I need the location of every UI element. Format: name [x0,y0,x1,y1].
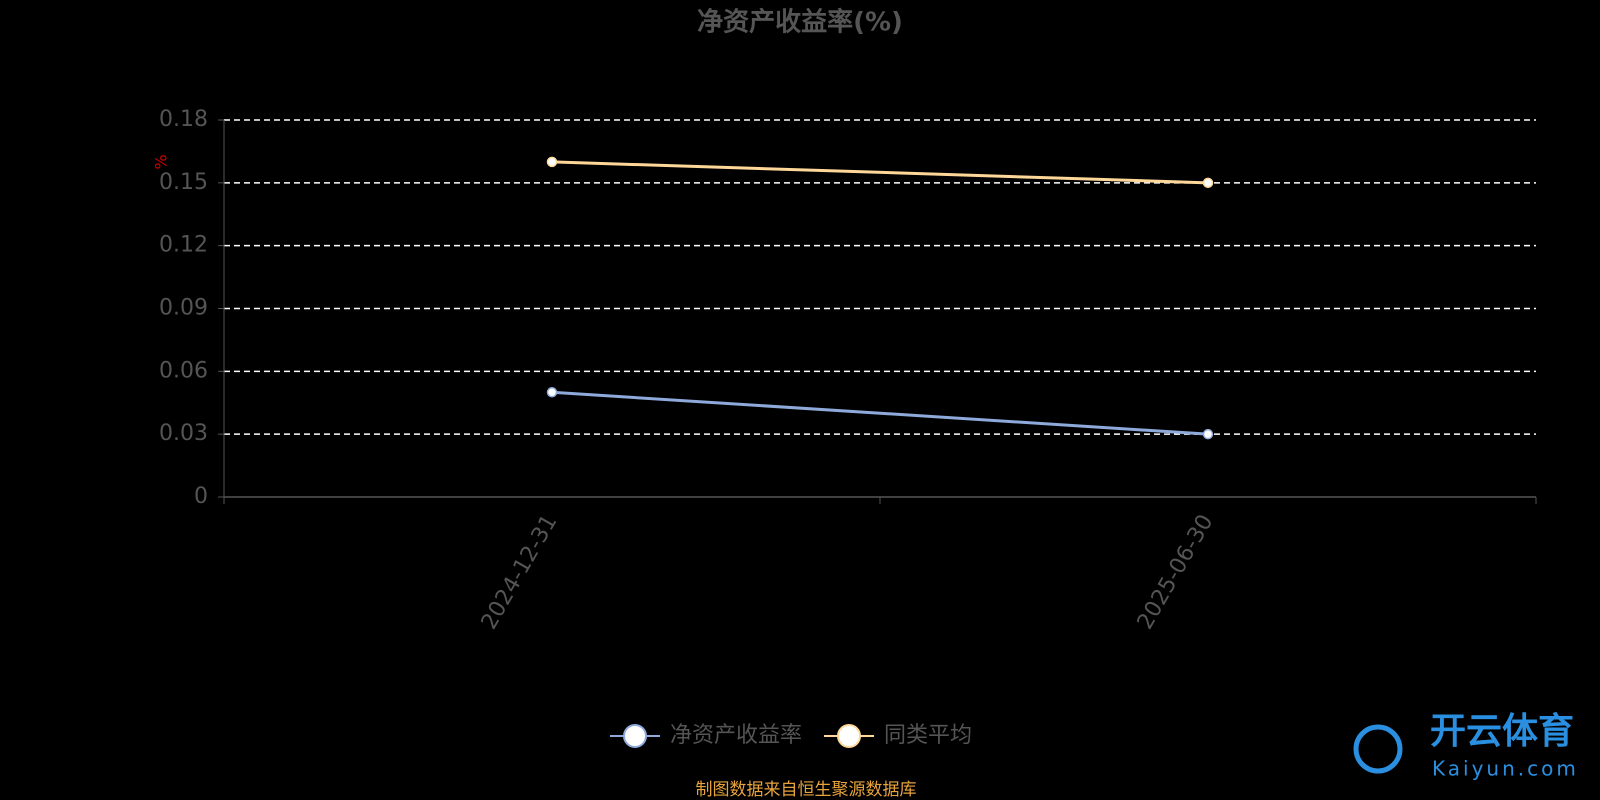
data-point [1202,428,1214,440]
data-point [1202,177,1214,189]
y-tick-label: 0.15 [159,170,208,195]
y-tick-label: 0 [194,484,208,509]
legend-label: 净资产收益率 [670,723,802,748]
legend-label: 同类平均 [884,723,972,748]
y-tick-label: 0.06 [159,358,208,383]
y-tick-label: 0.18 [159,107,208,132]
series-line [551,390,1209,436]
series-line [551,160,1209,185]
source-note: 制图数据来自恒生聚源数据库 [696,780,917,800]
legend-marker [837,724,862,748]
x-tick-label: 2025-06-30 [1133,511,1219,634]
legend-item[interactable]: 同类平均 [824,723,972,748]
y-tick-label: 0.09 [159,296,208,321]
legend-item[interactable]: 净资产收益率 [610,723,802,748]
y-tick-label: 0.12 [159,233,208,258]
watermark-brand: 开云体育 [1430,711,1574,752]
data-point [546,156,558,168]
watermark: 开云体育 Kaiyun.com [1353,711,1579,781]
chart-title: 净资产收益率(%) [697,7,903,38]
y-axis-label: % [152,154,171,169]
data-point [546,387,558,398]
y-tick-label: 0.03 [159,421,208,446]
watermark-site: Kaiyun.com [1432,757,1579,781]
legend-marker [623,724,647,748]
watermark-logo [1353,724,1403,774]
x-tick-label: 2024-12-31 [477,511,563,634]
